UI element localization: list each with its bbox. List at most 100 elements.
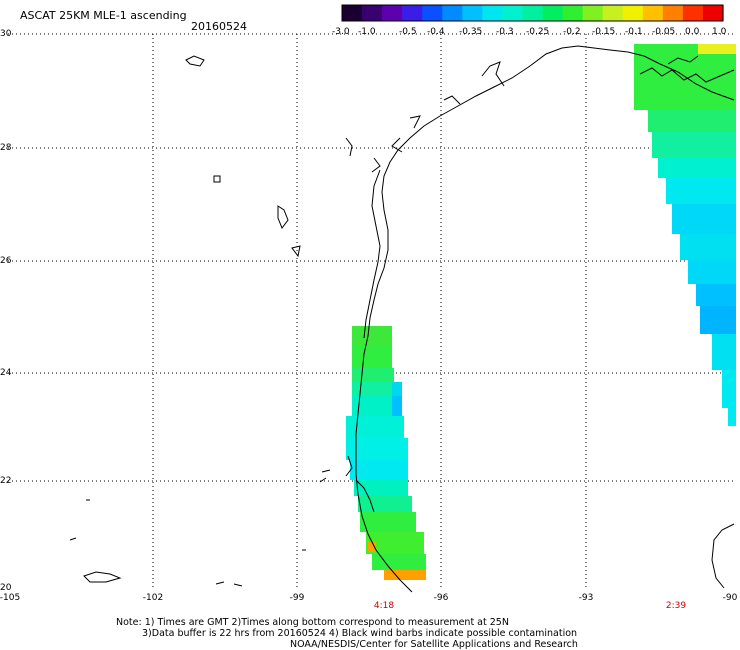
colorbar-swatch (442, 5, 463, 21)
colorbar-label: -0.2 (563, 27, 581, 37)
swath-cell (372, 554, 426, 570)
lake (277, 205, 289, 230)
lat-label: 30 (0, 29, 12, 39)
colorbar-swatch (382, 5, 403, 21)
swath-cell (392, 382, 402, 396)
swath-cell (666, 178, 736, 204)
colorbar-swatch (642, 5, 664, 21)
colorbar-label: -1.0 (358, 27, 376, 37)
colorbar-label: 1.0 (712, 27, 727, 37)
inland-water (69, 55, 331, 587)
colorbar-swatch (362, 5, 383, 21)
colorbar-swatch (542, 5, 564, 21)
lon-label: -93 (578, 593, 594, 603)
swath-cell (688, 260, 736, 284)
swath-time-west: 4:18 (373, 601, 395, 611)
colorbar-label: -0.1 (625, 27, 643, 37)
gulf-coastline (355, 45, 735, 593)
colorbar-label: -0.3 (496, 27, 514, 37)
colorbar-label: -0.4 (427, 27, 445, 37)
colorbar-swatch (562, 5, 584, 21)
lake (69, 537, 77, 541)
swath-cell (352, 396, 402, 416)
colorbar-label: -0.15 (592, 27, 616, 37)
mississippi-delta (639, 55, 735, 83)
colorbar-swatch (502, 5, 524, 21)
colorbar-swatch (582, 5, 604, 21)
swath-cell (698, 44, 736, 54)
swath-cell (392, 396, 402, 416)
colorbar-label: -0.5 (399, 27, 417, 37)
swath-cell (352, 368, 394, 382)
swath-cell (354, 480, 408, 496)
swath-cell (728, 408, 736, 426)
lat-label: 28 (0, 143, 12, 153)
swath-cell (652, 132, 736, 158)
lake (213, 175, 221, 183)
colorbar-label: -0.35 (459, 27, 483, 37)
tamaulipas-coast (345, 455, 375, 513)
swath-cell (360, 512, 416, 532)
product-date: 20160524 (191, 20, 247, 33)
note-line-2: 3)Data buffer is 22 hrs from 20160524 4)… (142, 628, 578, 639)
swath-time-east: 2:39 (665, 601, 687, 611)
note-line-1: Note: 1) Times are GMT 2)Times along bot… (116, 617, 509, 628)
note-line-3: NOAA/NESDIS/Center for Satellite Applica… (290, 639, 578, 650)
coastline (345, 45, 735, 593)
colorbar-swatch (522, 5, 544, 21)
bay-detail (345, 61, 505, 173)
lon-label: -99 (289, 593, 305, 603)
product-title: ASCAT 25KM MLE-1 ascending (20, 9, 187, 22)
colorbar-swatch (462, 5, 483, 21)
colorbar-swatch (482, 5, 504, 21)
colorbar-label: -0.25 (526, 27, 550, 37)
lon-label: -102 (142, 593, 164, 603)
colorbar-swatch (402, 5, 423, 21)
colorbar-label: -3.0 (332, 27, 350, 37)
swath-cell (352, 382, 400, 396)
lake (215, 581, 243, 587)
swath-east (634, 44, 736, 426)
swath-cell (722, 370, 736, 408)
lat-label: 26 (0, 256, 12, 266)
colorbar-swatch (342, 5, 363, 21)
swath-cell (352, 346, 392, 368)
swath-cell (658, 158, 736, 178)
lat-label: 22 (0, 476, 12, 486)
colorbar-swatch (422, 5, 443, 21)
swath-west (346, 326, 426, 580)
colorbar-swatch (662, 5, 684, 21)
lake (83, 571, 122, 583)
lon-label: -105 (0, 593, 21, 603)
swath-cell (680, 234, 736, 260)
swath-cell (712, 334, 736, 370)
yucatan-coast (711, 523, 735, 589)
lon-label: -96 (433, 593, 449, 603)
lon-label: -90 (722, 593, 738, 603)
swath-cell (366, 532, 424, 554)
lake (291, 245, 301, 258)
lat-label: 20 (0, 583, 12, 593)
swath-cell (368, 542, 376, 552)
swath-cell (350, 460, 408, 480)
colorbar-swatch (702, 5, 724, 21)
colorbar-label: 0.0 (685, 27, 700, 37)
swath-cell (700, 306, 736, 334)
colorbar-swatches (342, 5, 724, 21)
swath-cell (672, 204, 736, 234)
swath-cell (352, 326, 392, 346)
swath-cell (384, 570, 426, 580)
colorbar-swatch (622, 5, 644, 21)
colorbar-label: -0.05 (652, 27, 676, 37)
colorbar-swatch (602, 5, 624, 21)
swath-cell (346, 438, 408, 460)
swath-cell (346, 416, 404, 438)
colorbar (341, 4, 724, 22)
barrier-island (363, 169, 381, 339)
colorbar-swatch (682, 5, 704, 21)
swath-cell (696, 284, 736, 306)
lake (319, 469, 331, 483)
lake (185, 55, 205, 67)
swath-cell (358, 496, 412, 512)
